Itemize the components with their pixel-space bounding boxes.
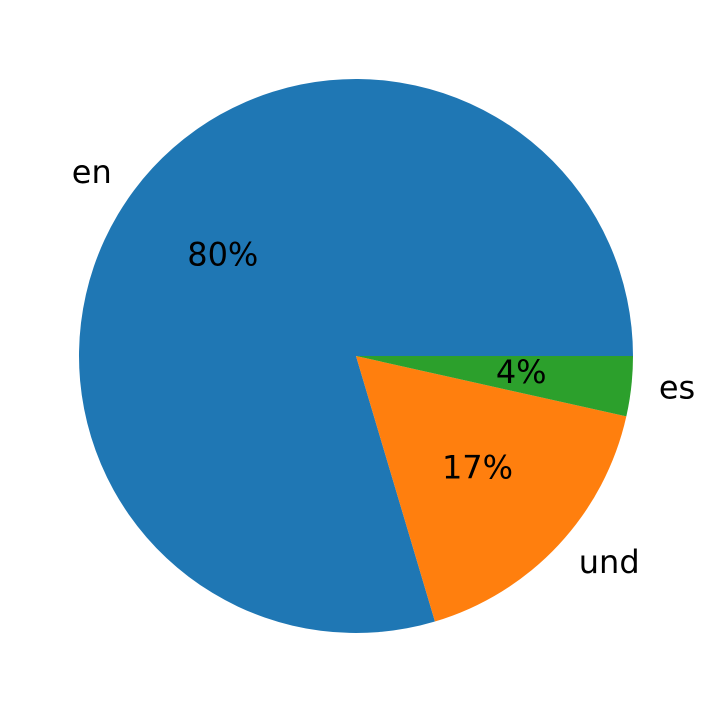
slice-label: es: [659, 368, 695, 406]
value-label: 4%: [496, 353, 547, 391]
pie-slice: [78, 79, 634, 634]
value-label: 80%: [187, 236, 258, 274]
value-label: 17%: [442, 448, 513, 486]
slice-label: und: [579, 543, 640, 581]
slice-label: en: [72, 153, 112, 191]
pie-slice: [356, 356, 633, 417]
pie-slice: [356, 356, 627, 622]
